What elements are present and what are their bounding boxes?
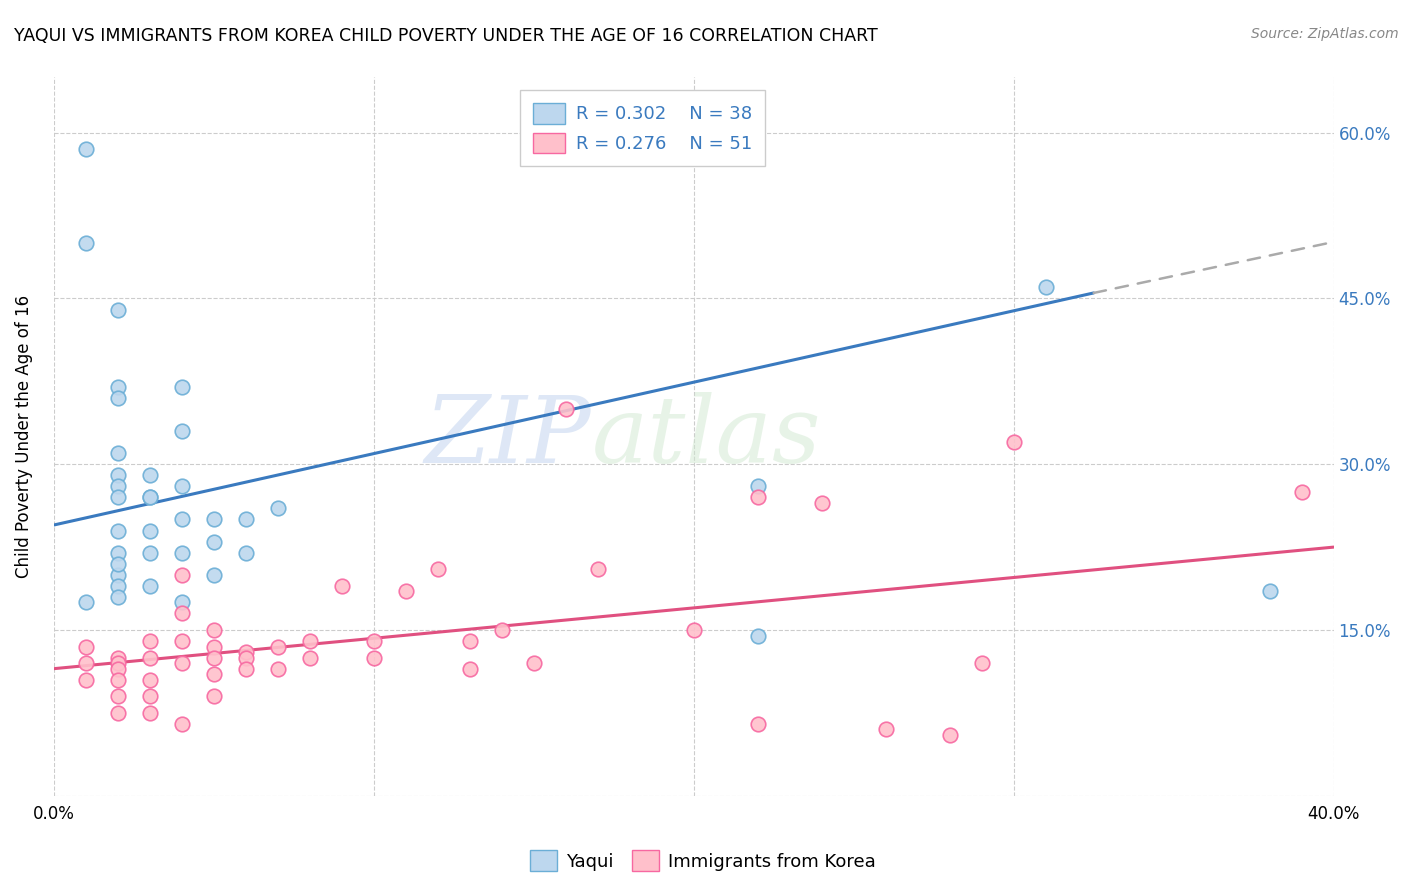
Point xyxy=(747,491,769,505)
Text: YAQUI VS IMMIGRANTS FROM KOREA CHILD POVERTY UNDER THE AGE OF 16 CORRELATION CHA: YAQUI VS IMMIGRANTS FROM KOREA CHILD POV… xyxy=(14,27,877,45)
Text: ZIP: ZIP xyxy=(425,392,592,482)
Point xyxy=(202,640,225,654)
Point xyxy=(170,567,193,582)
Point xyxy=(202,623,225,637)
Point xyxy=(170,607,193,621)
Point xyxy=(170,717,193,731)
Point xyxy=(107,673,129,687)
Point xyxy=(235,512,257,526)
Point xyxy=(139,650,162,665)
Y-axis label: Child Poverty Under the Age of 16: Child Poverty Under the Age of 16 xyxy=(15,295,32,578)
Point xyxy=(139,546,162,560)
Point xyxy=(107,524,129,538)
Point xyxy=(170,380,193,394)
Point xyxy=(139,690,162,704)
Point xyxy=(139,634,162,648)
Point xyxy=(298,634,321,648)
Point xyxy=(938,728,960,742)
Point xyxy=(75,656,97,670)
Point xyxy=(170,595,193,609)
Point xyxy=(170,479,193,493)
Point xyxy=(139,524,162,538)
Point xyxy=(170,656,193,670)
Point xyxy=(875,723,897,737)
Point xyxy=(1002,435,1025,450)
Point xyxy=(139,491,162,505)
Point xyxy=(75,640,97,654)
Point xyxy=(107,690,129,704)
Point xyxy=(1291,484,1313,499)
Point xyxy=(747,479,769,493)
Point xyxy=(810,496,832,510)
Point xyxy=(363,634,385,648)
Point xyxy=(139,579,162,593)
Point xyxy=(235,645,257,659)
Point xyxy=(267,640,290,654)
Point xyxy=(170,512,193,526)
Point xyxy=(107,579,129,593)
Point xyxy=(107,446,129,460)
Point xyxy=(170,546,193,560)
Text: atlas: atlas xyxy=(592,392,821,482)
Point xyxy=(267,662,290,676)
Point xyxy=(235,650,257,665)
Point xyxy=(202,650,225,665)
Point xyxy=(298,650,321,665)
Point xyxy=(107,380,129,394)
Point xyxy=(75,142,97,156)
Point xyxy=(491,623,513,637)
Point xyxy=(107,567,129,582)
Point xyxy=(139,673,162,687)
Point xyxy=(1258,584,1281,599)
Legend: R = 0.302    N = 38, R = 0.276    N = 51: R = 0.302 N = 38, R = 0.276 N = 51 xyxy=(520,90,765,166)
Point xyxy=(107,590,129,604)
Point xyxy=(107,656,129,670)
Point xyxy=(170,634,193,648)
Point xyxy=(747,628,769,642)
Point xyxy=(107,650,129,665)
Point xyxy=(523,656,546,670)
Point xyxy=(426,562,449,576)
Point xyxy=(458,634,481,648)
Point xyxy=(107,302,129,317)
Point xyxy=(107,546,129,560)
Point xyxy=(554,401,576,416)
Point xyxy=(170,424,193,438)
Point xyxy=(586,562,609,576)
Point xyxy=(202,534,225,549)
Legend: Yaqui, Immigrants from Korea: Yaqui, Immigrants from Korea xyxy=(523,843,883,879)
Point xyxy=(107,391,129,405)
Point xyxy=(202,512,225,526)
Point xyxy=(330,579,353,593)
Point xyxy=(235,546,257,560)
Point xyxy=(75,236,97,251)
Point xyxy=(107,479,129,493)
Point xyxy=(75,673,97,687)
Point xyxy=(395,584,418,599)
Point xyxy=(970,656,993,670)
Point xyxy=(139,491,162,505)
Point xyxy=(139,468,162,483)
Point xyxy=(107,706,129,720)
Text: Source: ZipAtlas.com: Source: ZipAtlas.com xyxy=(1251,27,1399,41)
Point xyxy=(107,557,129,571)
Point xyxy=(202,690,225,704)
Point xyxy=(458,662,481,676)
Point xyxy=(139,706,162,720)
Point xyxy=(107,662,129,676)
Point xyxy=(747,717,769,731)
Point xyxy=(1035,280,1057,294)
Point xyxy=(107,468,129,483)
Point xyxy=(107,491,129,505)
Point xyxy=(267,501,290,516)
Point xyxy=(202,667,225,681)
Point xyxy=(235,662,257,676)
Point xyxy=(75,595,97,609)
Point xyxy=(202,567,225,582)
Point xyxy=(363,650,385,665)
Point xyxy=(682,623,704,637)
